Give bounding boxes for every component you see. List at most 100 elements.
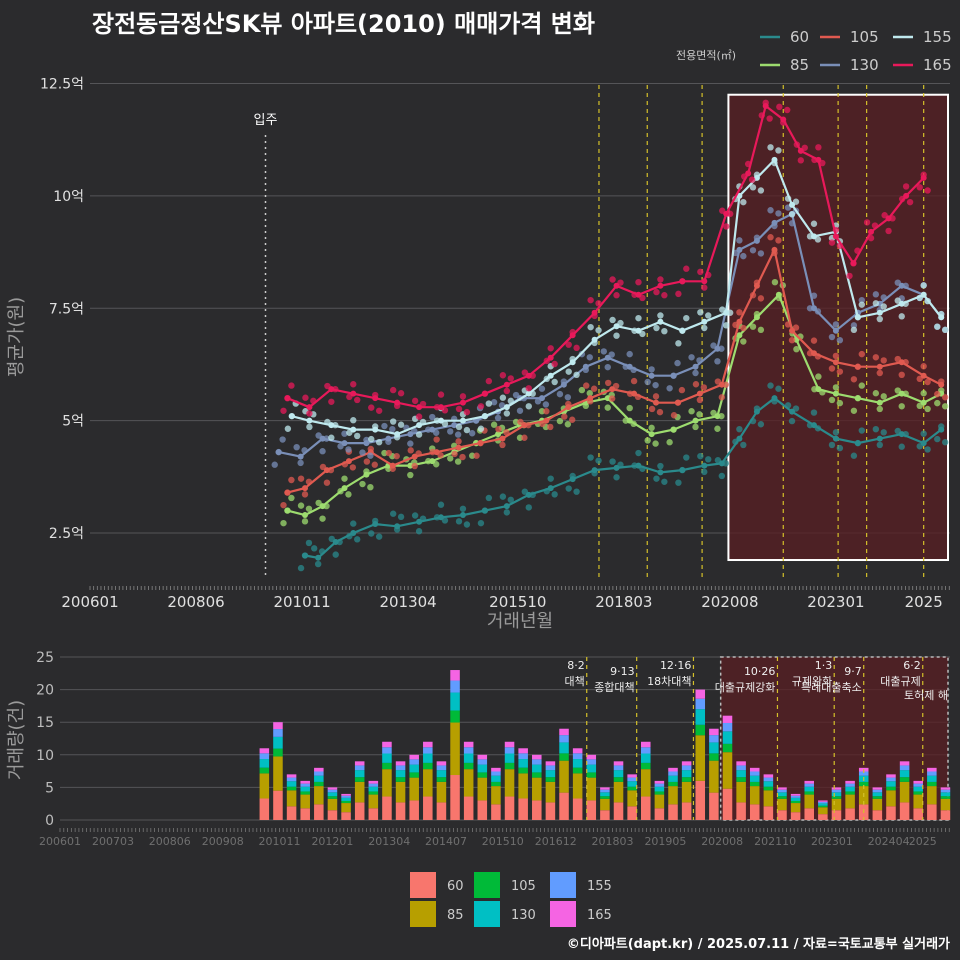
scatter-point-130 [626, 350, 633, 358]
scatter-point-130 [666, 385, 673, 392]
bar-segment-60 [831, 810, 842, 820]
bar-segment-130 [572, 759, 583, 768]
bar-segment-130 [722, 731, 733, 744]
bar-legend-label-130: 130 [511, 908, 536, 923]
bar-segment-165 [491, 767, 501, 772]
bar-segment-85 [559, 760, 569, 793]
scatter-point-105 [301, 491, 309, 498]
scatter-point-85 [301, 518, 309, 525]
x-tick-label: 200806 [167, 593, 224, 611]
series-point-130 [771, 219, 778, 226]
scatter-point-60 [635, 449, 642, 457]
bar-segment-165 [532, 754, 542, 760]
scatter-point-105 [828, 365, 836, 372]
bar-x-tick-label: 201905 [644, 835, 686, 848]
bar-segment-105 [286, 786, 297, 791]
scatter-point-130 [832, 321, 840, 328]
bar-segment-105 [423, 762, 433, 770]
scatter-point-155 [350, 417, 357, 424]
bar-x-tick-label: 202404 [868, 835, 910, 848]
scatter-point-165 [350, 381, 357, 388]
scatter-point-165 [885, 227, 892, 235]
bar-x-tick-label: 201011 [258, 835, 300, 848]
series-point-155 [481, 413, 488, 420]
series-point-155 [938, 314, 945, 321]
bar-segment-85 [545, 781, 556, 803]
bar-segment-130 [341, 797, 351, 801]
series-line-165 [286, 104, 925, 409]
series-point-165 [459, 399, 466, 406]
x-tick-label: 201011 [273, 593, 330, 611]
series-point-165 [797, 147, 804, 154]
bar-segment-155 [845, 783, 855, 787]
bar-segment-155 [436, 765, 447, 771]
bar-segment-85 [640, 769, 651, 797]
scatter-point-85 [564, 421, 572, 428]
series-point-165 [635, 291, 642, 298]
scatter-point-105 [433, 436, 440, 443]
series-point-155 [723, 309, 730, 316]
series-point-85 [495, 431, 502, 438]
scatter-point-105 [349, 464, 357, 471]
bar-segment-155 [709, 735, 719, 743]
scatter-point-130 [407, 440, 414, 447]
bar-segment-165 [613, 761, 624, 766]
bar-segment-85 [940, 798, 951, 811]
series-point-60 [332, 539, 339, 546]
bar-segment-60 [259, 798, 270, 820]
scatter-point-155 [613, 332, 620, 339]
policy-name-label: 특례대출축소 [801, 681, 862, 694]
bar-legend-swatch-165 [550, 901, 576, 927]
scatter-point-155 [415, 431, 423, 438]
bar-segment-155 [572, 753, 583, 760]
series-point-85 [670, 426, 677, 433]
series-point-105 [810, 350, 817, 357]
bar-segment-60 [777, 810, 787, 820]
bar-segment-105 [668, 781, 678, 787]
bar-segment-155 [450, 680, 460, 693]
series-point-105 [587, 395, 594, 402]
scatter-point-105 [608, 395, 616, 402]
series-point-165 [815, 156, 822, 163]
bar-segment-85 [286, 790, 297, 807]
scatter-point-85 [367, 483, 374, 491]
policy-note: 토허제 해 [904, 688, 948, 702]
scatter-point-85 [880, 393, 887, 400]
scatter-point-155 [697, 309, 704, 316]
bar-x-tick-label: 202110 [754, 835, 796, 848]
bar-x-tick-label: 202008 [701, 835, 743, 848]
scatter-point-130 [490, 399, 498, 406]
scatter-point-85 [644, 437, 651, 444]
series-point-105 [565, 404, 572, 411]
bar-segment-105 [858, 781, 869, 787]
bar-segment-155 [532, 759, 542, 765]
series-point-155 [771, 156, 778, 163]
bar-segment-60 [341, 812, 351, 820]
scatter-point-105 [411, 462, 418, 470]
series-point-105 [323, 467, 330, 474]
scatter-point-155 [397, 421, 405, 428]
bar-segment-60 [886, 806, 896, 820]
scatter-point-165 [846, 272, 853, 280]
scatter-point-105 [880, 357, 887, 364]
bar-segment-105 [463, 762, 474, 770]
scatter-point-130 [604, 363, 611, 371]
bar-segment-105 [899, 777, 910, 782]
scatter-point-105 [547, 423, 554, 431]
bar-segment-165 [273, 722, 283, 730]
scatter-point-85 [578, 386, 586, 394]
scatter-point-155 [740, 198, 747, 206]
x-tick-label: 202008 [701, 593, 758, 611]
bar-segment-165 [259, 748, 270, 754]
bar-segment-155 [613, 765, 624, 771]
scatter-point-130 [367, 452, 374, 459]
scatter-point-105 [543, 408, 550, 415]
scatter-point-85 [556, 417, 564, 425]
scatter-point-105 [876, 369, 883, 377]
bar-segment-60 [695, 780, 706, 820]
bar-segment-60 [532, 800, 542, 820]
scatter-point-60 [507, 496, 514, 503]
scatter-point-85 [850, 407, 858, 414]
series-point-105 [302, 485, 308, 492]
scatter-point-85 [876, 405, 883, 413]
